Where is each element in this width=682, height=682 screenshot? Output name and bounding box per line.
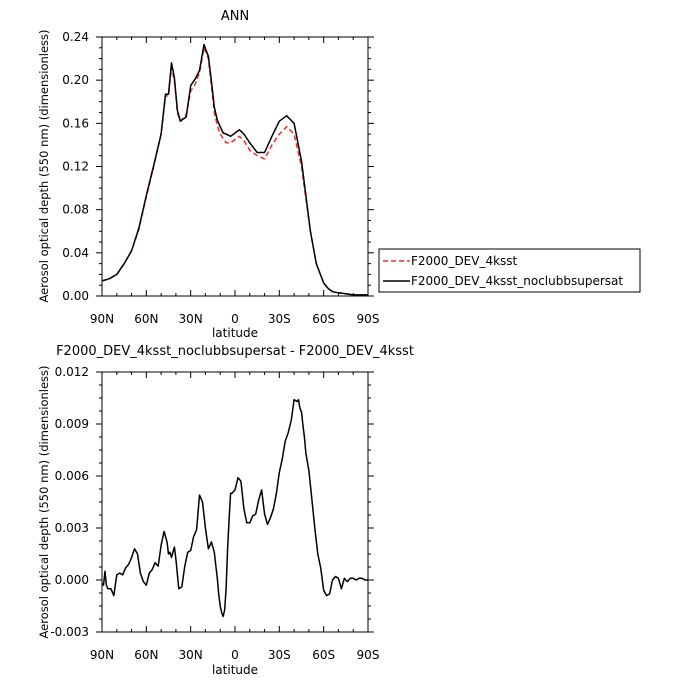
legend-label-series-2: F2000_DEV_4ksst_noclubbsupersat [411, 274, 623, 288]
bottom-plot-frame [101, 371, 369, 633]
y-tick-label: 0.16 [62, 116, 89, 130]
bottom-x-tick-labels: 90N 60N 30N 0 30S 60S 90S [90, 648, 380, 662]
legend-box [378, 248, 641, 293]
series-line-2 [101, 43, 368, 296]
series-line-1 [101, 47, 368, 296]
x-tick-label: 0 [231, 648, 239, 662]
x-tick-label: 60S [312, 648, 335, 662]
bottom-title: F2000_DEV_4ksst_noclubbsupersat - F2000_… [56, 344, 414, 359]
y-tick-label: -0.003 [50, 625, 89, 639]
bottom-y-tick-labels: -0.003 0.000 0.003 0.006 0.009 0.012 [50, 365, 89, 639]
y-tick-label: 0.009 [55, 417, 89, 431]
y-tick-label: 0.20 [62, 73, 89, 87]
x-tick-label: 60S [312, 312, 335, 326]
top-ylabel: Aerosol optical depth (550 nm) (dimensio… [37, 29, 51, 302]
x-tick-label: 60N [134, 312, 158, 326]
x-tick-label: 30N [179, 648, 203, 662]
x-tick-label: 30S [268, 648, 291, 662]
top-title: ANN [221, 9, 249, 24]
y-tick-label: 0.003 [55, 521, 89, 535]
series-line-1 [101, 398, 368, 618]
y-tick-label: 0.04 [62, 246, 89, 260]
top-xlabel: latitude [212, 326, 258, 340]
x-tick-label: 90S [357, 648, 380, 662]
y-tick-label: 0.12 [62, 160, 89, 174]
y-tick-label: 0.006 [55, 469, 89, 483]
legend-label-series-1: F2000_DEV_4ksst [411, 254, 518, 268]
top-y-tick-labels: 0.00 0.04 0.08 0.12 0.16 0.20 0.24 [62, 30, 89, 303]
top-series-lines [101, 43, 368, 296]
bottom-series-lines [101, 398, 368, 618]
x-tick-label: 90N [90, 312, 114, 326]
x-tick-label: 0 [231, 312, 239, 326]
bottom-ylabel: Aerosol optical depth (550 nm) (dimensio… [37, 365, 51, 638]
top-x-tick-labels: 90N 60N 30N 0 30S 60S 90S [90, 312, 380, 326]
bottom-tick-marks [96, 371, 374, 633]
top-panel: ANN Aerosol optical depth (550 nm) (dime… [37, 9, 379, 340]
top-plot-frame [101, 36, 369, 297]
x-tick-label: 30S [268, 312, 291, 326]
x-tick-label: 90N [90, 648, 114, 662]
x-tick-label: 30N [179, 312, 203, 326]
bottom-panel: F2000_DEV_4ksst_noclubbsupersat - F2000_… [37, 344, 414, 677]
x-tick-label: 60N [134, 648, 158, 662]
y-tick-label: 0.000 [55, 573, 89, 587]
y-tick-label: 0.08 [62, 203, 89, 217]
top-tick-marks [96, 36, 374, 297]
bottom-xlabel: latitude [212, 663, 258, 677]
x-tick-label: 90S [357, 312, 380, 326]
y-tick-label: 0.24 [62, 30, 89, 44]
y-tick-label: 0.00 [62, 289, 89, 303]
y-tick-label: 0.012 [55, 365, 89, 379]
legend: F2000_DEV_4ksst F2000_DEV_4ksst_noclubbs… [378, 248, 641, 293]
